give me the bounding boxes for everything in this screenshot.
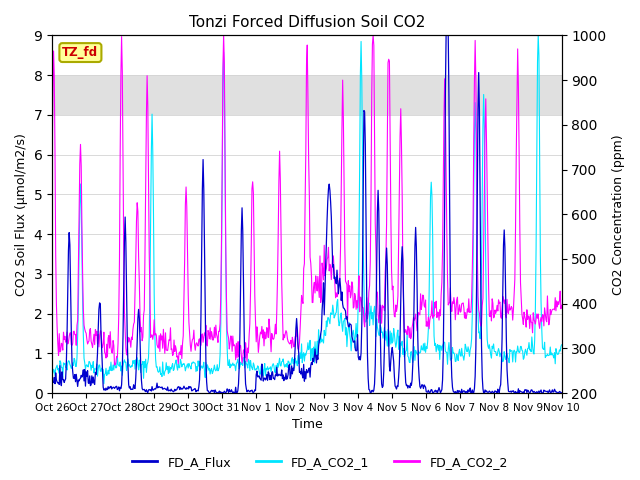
Text: TZ_fd: TZ_fd [62,46,99,59]
Legend: FD_A_Flux, FD_A_CO2_1, FD_A_CO2_2: FD_A_Flux, FD_A_CO2_1, FD_A_CO2_2 [127,451,513,474]
Y-axis label: CO2 Soil Flux (μmol/m2/s): CO2 Soil Flux (μmol/m2/s) [15,133,28,296]
Y-axis label: CO2 Concentration (ppm): CO2 Concentration (ppm) [612,134,625,295]
X-axis label: Time: Time [291,419,323,432]
Title: Tonzi Forced Diffusion Soil CO2: Tonzi Forced Diffusion Soil CO2 [189,15,425,30]
Bar [52,75,561,115]
